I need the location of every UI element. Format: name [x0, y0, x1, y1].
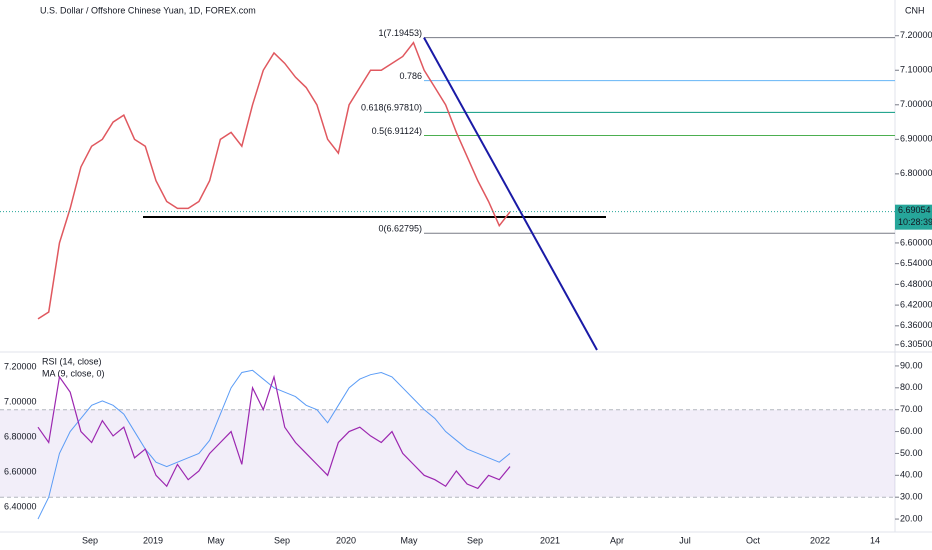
x-tick-label: Sep [467, 535, 483, 545]
rsi-tick-label: 50.00 [900, 448, 923, 458]
y-tick-label: 6.42000 [900, 299, 932, 309]
rsi-tick-label: 80.00 [900, 382, 923, 392]
rsi-tick-label: 70.00 [900, 404, 923, 414]
trend-line [423, 37, 598, 351]
last-price: 6.69054 [898, 205, 931, 215]
price-line [37, 41, 511, 320]
fib-label: 0.786 [399, 71, 422, 81]
currency: CNH [905, 5, 925, 15]
x-tick-label: 2020 [336, 535, 356, 545]
x-tick-label: 2022 [810, 535, 830, 545]
x-tick-label: Oct [746, 535, 761, 545]
y-tick-label: 6.48000 [900, 279, 932, 289]
x-tick-label: Apr [610, 535, 624, 545]
rsi-tick-label: 60.00 [900, 426, 923, 436]
rsi-tick-label: 40.00 [900, 470, 923, 480]
y-tick-label: 6.30500 [900, 339, 932, 349]
left-label: 6.80000 [4, 431, 37, 441]
rsi-tick-label: 30.00 [900, 492, 923, 502]
left-label: 6.60000 [4, 466, 37, 476]
rsi-line [37, 374, 511, 490]
x-tick-label: Sep [274, 535, 290, 545]
fib-label: 0.618(6.97810) [361, 103, 422, 113]
y-tick-label: 7.20000 [900, 30, 932, 40]
y-tick-label: 7.10000 [900, 65, 932, 75]
x-tick-label: May [400, 535, 418, 545]
title: U.S. Dollar / Offshore Chinese Yuan, 1D,… [40, 5, 256, 15]
y-tick-label: 6.80000 [900, 168, 932, 178]
left-label: 6.40000 [4, 501, 37, 511]
last-price-box [895, 204, 932, 230]
y-tick-label: 6.54000 [900, 258, 932, 268]
left-label: 7.20000 [4, 361, 37, 371]
left-label: 7.00000 [4, 396, 37, 406]
ma-line [37, 369, 511, 520]
x-tick-label: May [207, 535, 225, 545]
fib-label: 1(7.19453) [378, 28, 422, 38]
rsi-tick-label: 20.00 [900, 513, 923, 523]
x-tick-label: Jul [679, 535, 691, 545]
ma-title: MA (9, close, 0) [42, 368, 105, 378]
y-tick-label: 6.60000 [900, 237, 932, 247]
rsi-title: RSI (14, close) [42, 356, 102, 366]
x-tick-label: 14 [870, 535, 880, 545]
fib-label: 0.5(6.91124) [372, 126, 422, 136]
y-tick-label: 6.36000 [900, 320, 932, 330]
x-tick-label: Sep [82, 535, 98, 545]
rsi-tick-label: 90.00 [900, 360, 923, 370]
x-tick-label: 2019 [143, 535, 163, 545]
countdown: 10:28:39 [898, 217, 932, 227]
x-tick-label: 2021 [540, 535, 560, 545]
y-tick-label: 7.00000 [900, 99, 932, 109]
y-tick-label: 6.90000 [900, 134, 932, 144]
fib-label: 0(6.62795) [378, 224, 422, 234]
